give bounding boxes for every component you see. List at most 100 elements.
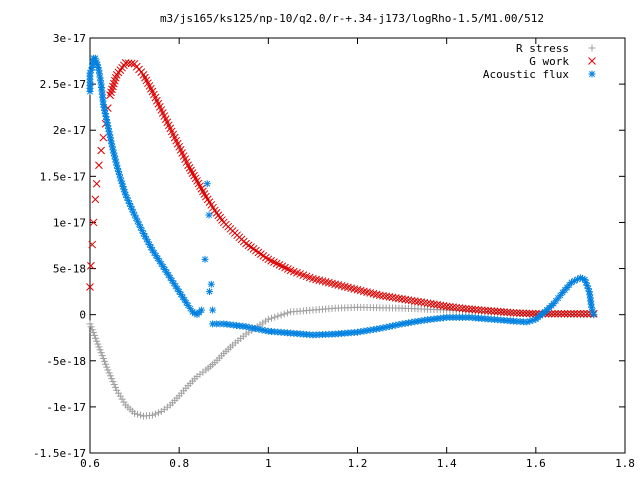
data-point	[506, 308, 515, 317]
data-point	[445, 302, 454, 311]
x-tick-label: 1.8	[615, 457, 635, 470]
series-g-work	[86, 59, 598, 318]
y-tick-label: 3e-17	[53, 32, 86, 45]
data-point	[410, 297, 419, 305]
data-point	[404, 296, 413, 304]
y-tick-label: 1e-17	[53, 216, 86, 229]
data-point	[554, 309, 562, 318]
data-point	[127, 59, 136, 68]
data-point	[96, 346, 104, 354]
data-point	[89, 329, 97, 337]
legend-marker	[588, 70, 596, 78]
data-point	[576, 309, 585, 318]
data-point	[477, 306, 486, 315]
data-point	[108, 375, 116, 383]
data-point	[268, 314, 276, 322]
data-point	[148, 411, 156, 419]
data-point	[147, 243, 155, 251]
legend-label: G work	[529, 55, 569, 68]
data-point	[203, 180, 211, 188]
data-point	[102, 360, 110, 368]
data-point	[115, 389, 123, 397]
data-point	[442, 302, 451, 311]
data-point	[522, 309, 531, 318]
data-point	[207, 280, 215, 288]
data-point	[201, 255, 209, 263]
data-point	[110, 76, 119, 85]
data-point	[528, 309, 537, 318]
data-point	[458, 304, 467, 313]
data-point	[108, 85, 116, 94]
data-point	[439, 301, 448, 310]
data-point	[105, 369, 113, 377]
data-point	[87, 323, 95, 331]
data-point	[118, 395, 126, 403]
data-point	[516, 309, 524, 317]
x-tick-label: 1	[265, 457, 272, 470]
data-point	[570, 309, 578, 318]
data-point	[131, 409, 139, 417]
data-point	[420, 298, 429, 307]
y-tick-label: 1.5e-17	[40, 170, 86, 183]
data-point	[423, 299, 432, 308]
x-tick-label: 1.2	[348, 457, 368, 470]
data-point	[557, 309, 566, 318]
data-point	[92, 179, 101, 188]
data-point	[111, 383, 119, 391]
data-point	[551, 309, 559, 318]
data-point	[388, 293, 397, 302]
data-point	[481, 306, 489, 315]
data-point	[500, 308, 508, 316]
data-point	[487, 307, 496, 315]
data-point	[465, 305, 473, 313]
data-point	[110, 79, 118, 88]
data-point	[512, 309, 521, 317]
data-point	[93, 337, 101, 345]
data-point	[134, 410, 142, 418]
data-point	[103, 363, 111, 371]
legend-marker	[588, 57, 596, 65]
data-point	[95, 161, 103, 170]
legend-label: R stress	[516, 42, 569, 55]
data-point	[111, 73, 120, 82]
series-r-stress	[86, 303, 598, 420]
data-point	[503, 308, 512, 317]
data-point	[426, 299, 435, 308]
data-point	[271, 313, 279, 321]
data-point	[264, 315, 272, 323]
data-point	[509, 308, 518, 317]
x-tick-label: 1.4	[437, 457, 457, 470]
data-point	[401, 295, 410, 304]
data-point	[205, 211, 213, 219]
data-point	[87, 261, 95, 270]
data-point	[120, 398, 128, 406]
data-point	[573, 275, 581, 283]
data-point	[86, 320, 94, 328]
data-point	[88, 326, 96, 334]
data-point	[98, 352, 106, 360]
legend-label: Acoustic flux	[483, 68, 569, 81]
data-point	[115, 168, 123, 176]
data-point	[385, 293, 394, 301]
data-point	[137, 411, 145, 419]
data-point	[493, 307, 502, 316]
data-point	[471, 305, 480, 314]
data-point	[563, 309, 572, 318]
data-point	[92, 334, 100, 342]
y-tick-label: 0	[79, 309, 86, 322]
data-point	[407, 296, 416, 305]
data-point	[474, 306, 483, 314]
data-point	[579, 309, 588, 318]
x-tick-label: 0.8	[169, 457, 189, 470]
data-point	[433, 300, 441, 309]
data-point	[379, 291, 387, 300]
data-point	[449, 303, 457, 312]
data-point	[90, 331, 98, 339]
data-point	[547, 309, 556, 318]
data-point	[395, 294, 403, 303]
data-point	[116, 392, 124, 400]
data-point	[436, 301, 445, 310]
data-point	[455, 304, 464, 312]
